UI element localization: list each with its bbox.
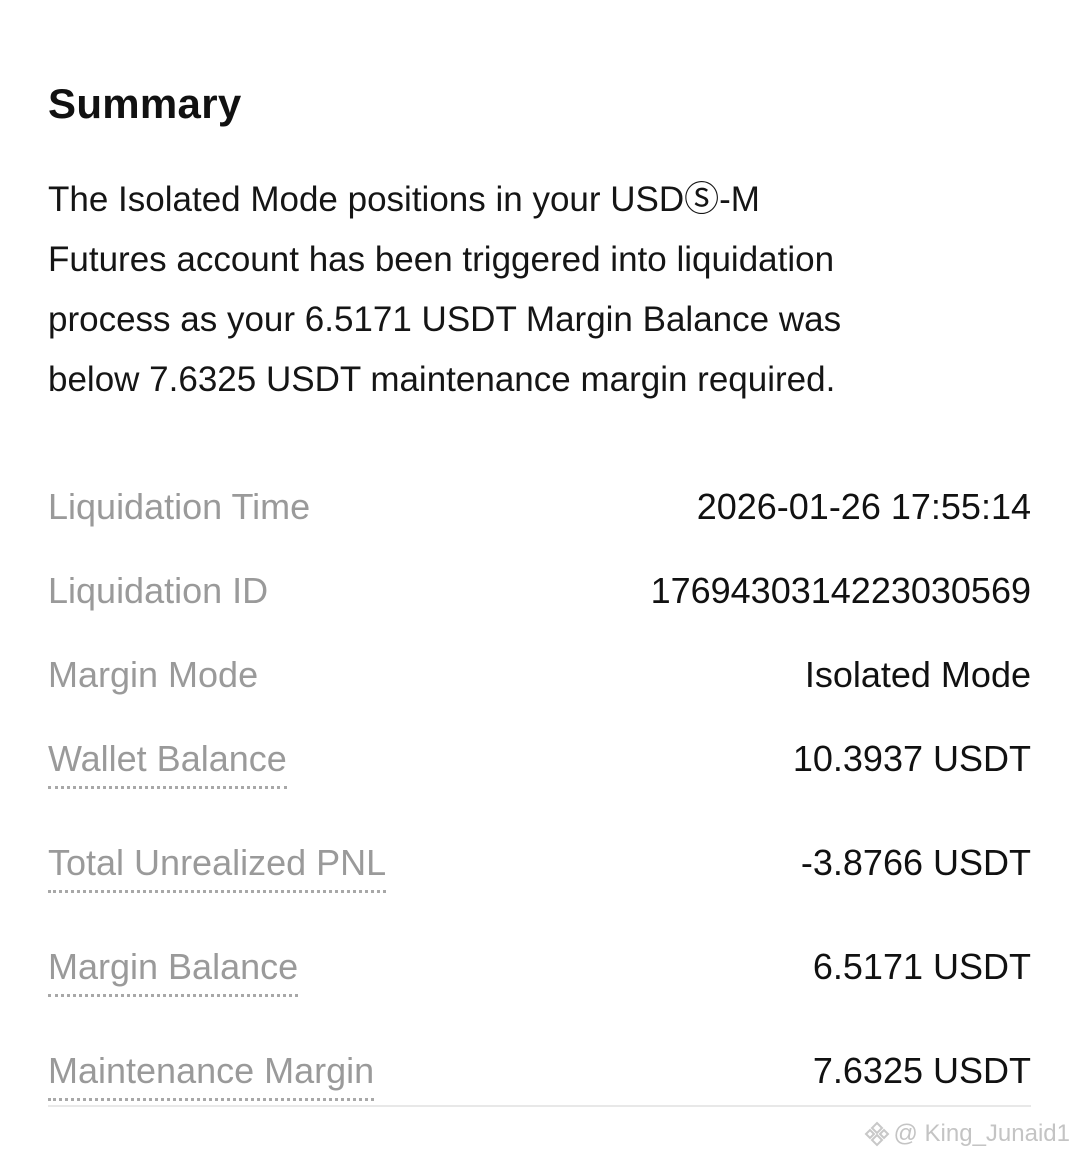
watermark: @ King_Junaid1 <box>864 1120 1070 1148</box>
row-value: 1769430314223030569 <box>650 570 1031 611</box>
row-value: 6.5171 USDT <box>812 946 1031 987</box>
row-label: Liquidation Time <box>48 486 311 527</box>
summary-description: The Isolated Mode positions in your USDⓈ… <box>48 170 1048 410</box>
summary-line: Futures account has been triggered into … <box>48 240 835 279</box>
summary-title: Summary <box>48 80 242 127</box>
summary-line: process as your 6.5171 USDT Margin Balan… <box>48 300 842 339</box>
divider <box>48 1105 1031 1107</box>
row-wallet-balance: Wallet Balance 10.3937 USDT <box>48 738 1031 789</box>
row-value: -3.8766 USDT <box>800 842 1031 883</box>
row-maintenance-margin: Maintenance Margin 7.6325 USDT <box>48 1050 1031 1101</box>
summary-line: below 7.6325 USDT maintenance margin req… <box>48 360 836 399</box>
row-label: Margin Mode <box>48 654 259 695</box>
row-value: Isolated Mode <box>804 654 1031 695</box>
row-liquidation-id: Liquidation ID 1769430314223030569 <box>48 570 1031 612</box>
summary-line: The Isolated Mode positions in your USDⓈ… <box>48 180 760 219</box>
binance-logo-icon <box>864 1121 889 1147</box>
row-total-unrealized-pnl: Total Unrealized PNL -3.8766 USDT <box>48 842 1031 893</box>
unrealized-pnl-tooltip-label[interactable]: Total Unrealized PNL <box>48 842 387 893</box>
row-value: 10.3937 USDT <box>792 738 1031 779</box>
maintenance-margin-tooltip-label[interactable]: Maintenance Margin <box>48 1050 375 1101</box>
margin-balance-tooltip-label[interactable]: Margin Balance <box>48 946 299 997</box>
row-liquidation-time: Liquidation Time 2026-01-26 17:55:14 <box>48 486 1031 528</box>
watermark-text: @ King_Junaid1 <box>893 1120 1070 1147</box>
wallet-balance-tooltip-label[interactable]: Wallet Balance <box>48 738 287 789</box>
row-value: 7.6325 USDT <box>812 1050 1031 1091</box>
row-margin-mode: Margin Mode Isolated Mode <box>48 654 1031 696</box>
row-value: 2026-01-26 17:55:14 <box>696 486 1031 527</box>
row-label: Liquidation ID <box>48 570 269 611</box>
row-margin-balance: Margin Balance 6.5171 USDT <box>48 946 1031 997</box>
